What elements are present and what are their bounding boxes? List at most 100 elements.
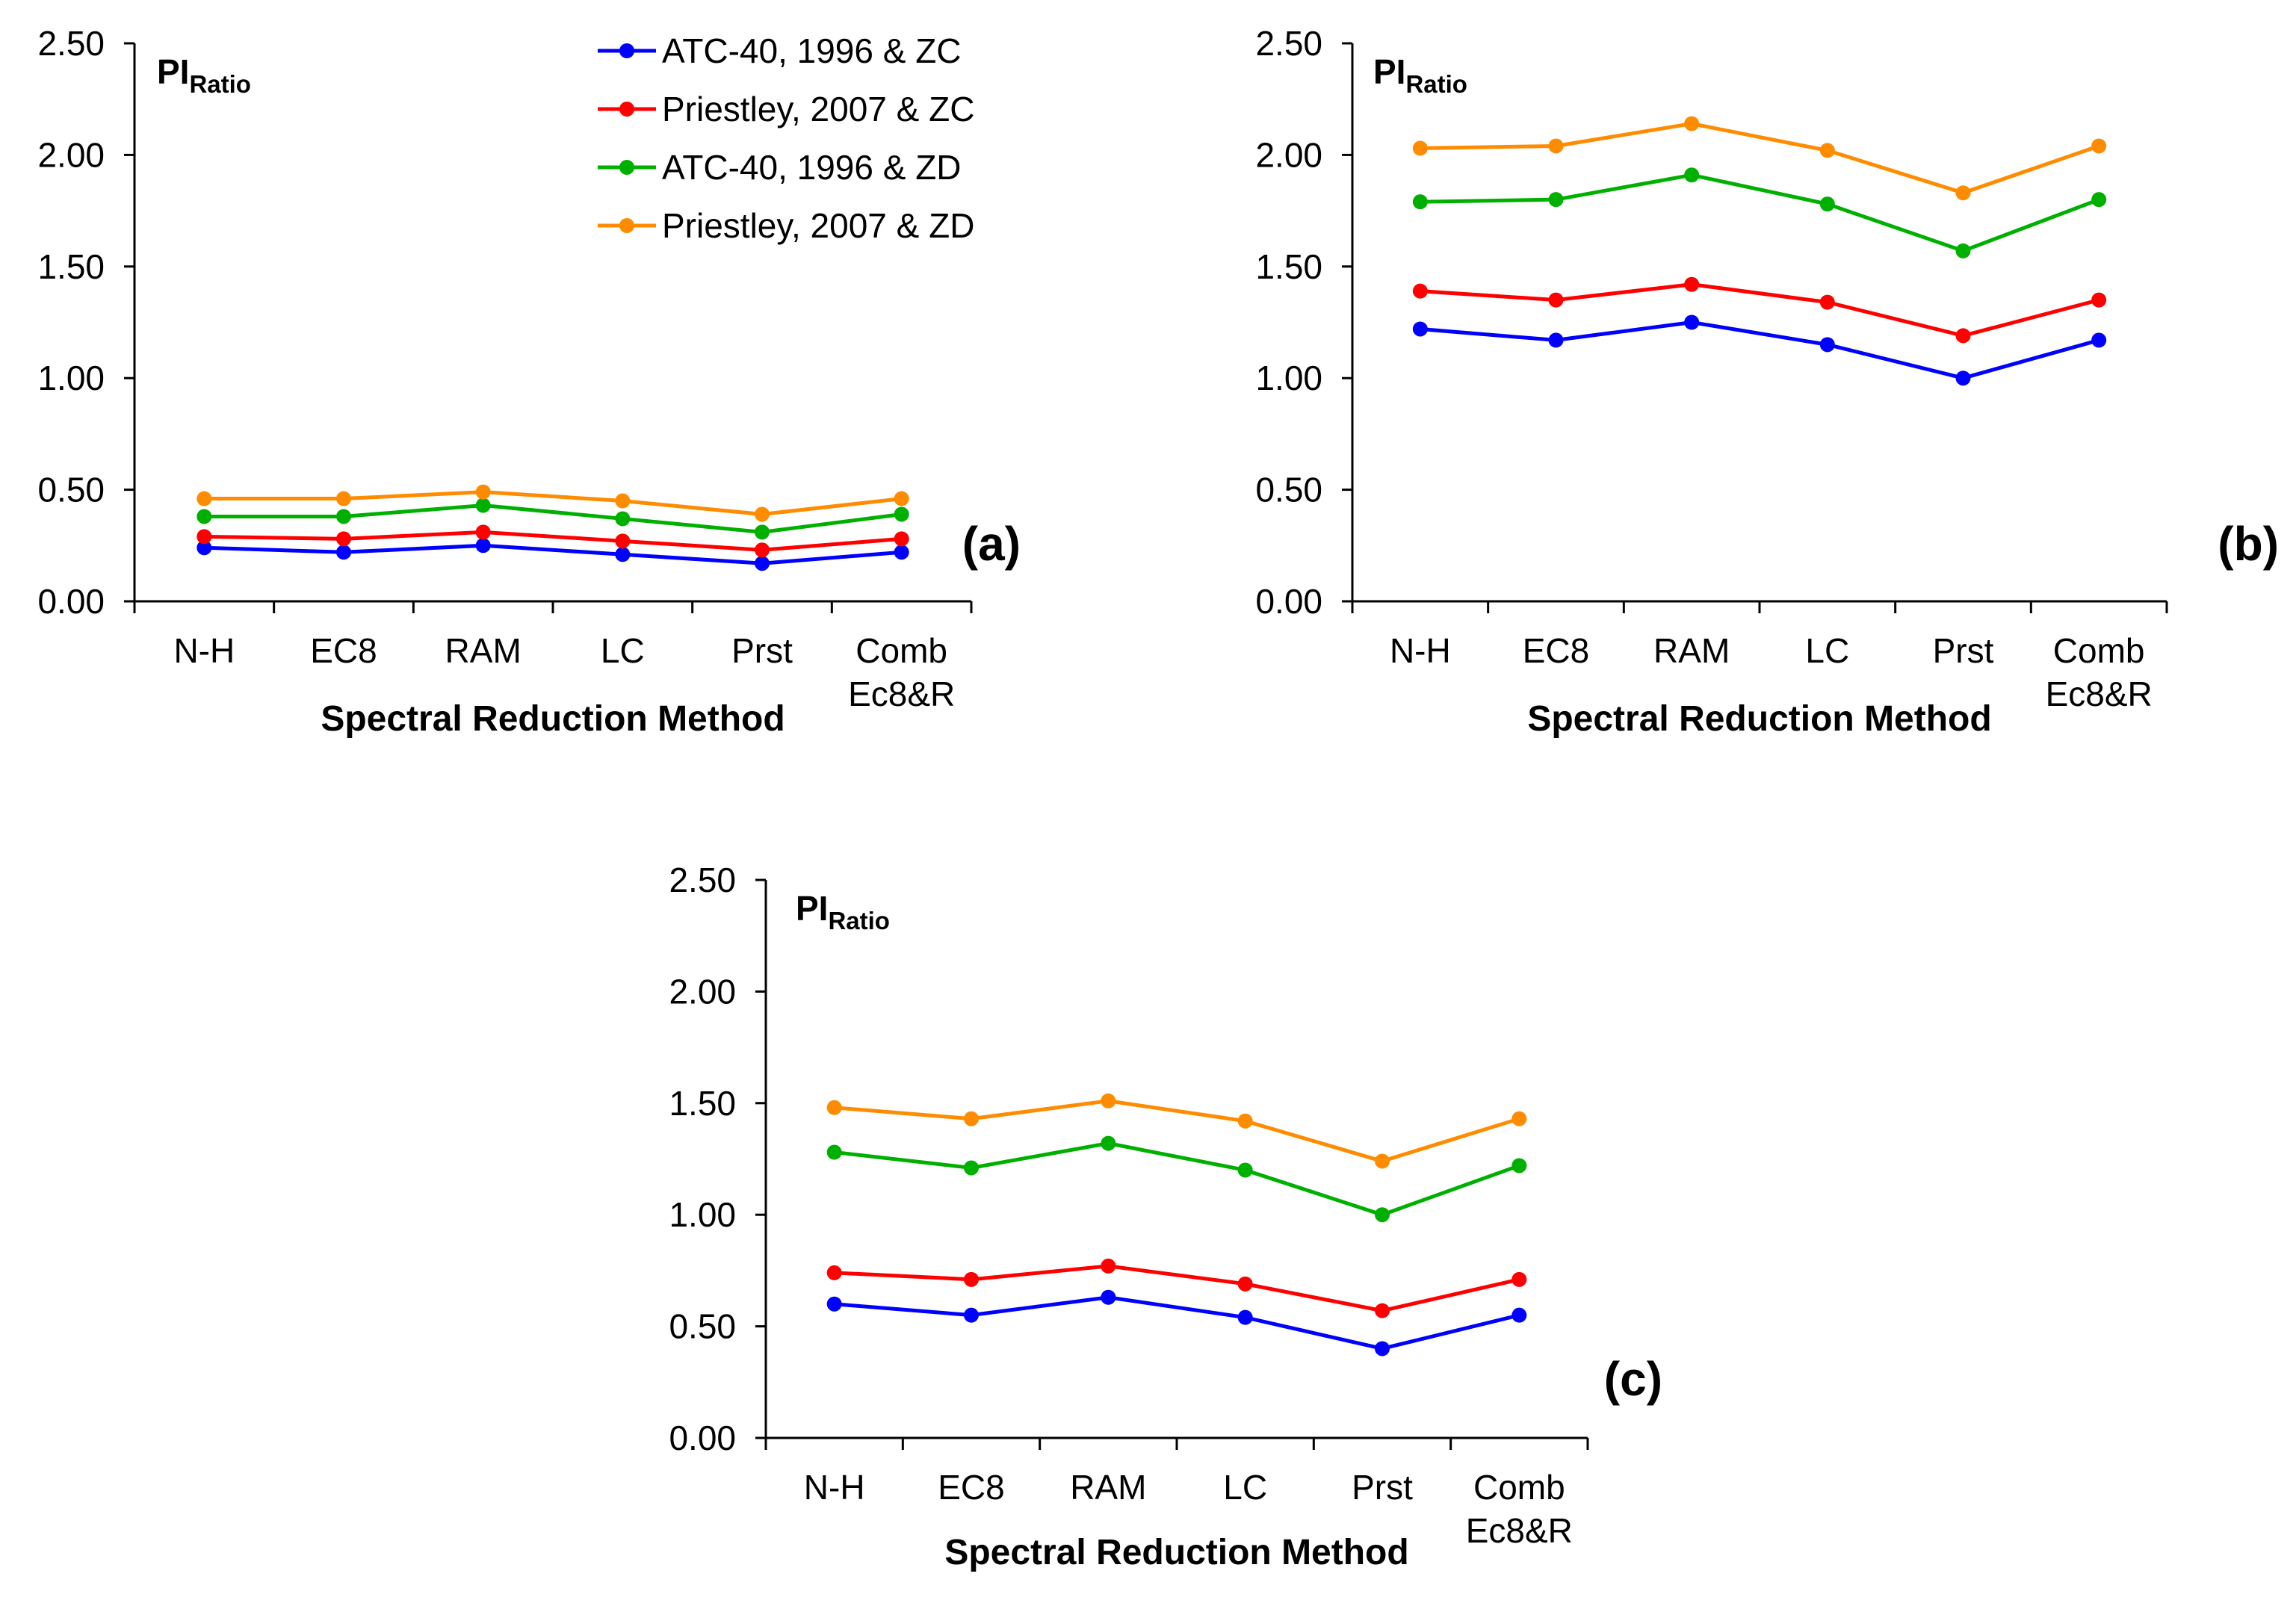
data-point (1955, 328, 1971, 344)
legend-swatch-marker (619, 160, 634, 175)
data-point (755, 542, 770, 558)
data-point (475, 484, 491, 500)
data-point (1237, 1113, 1253, 1129)
y-tick-label: 1.00 (37, 359, 105, 397)
data-point (1237, 1309, 1253, 1325)
data-point (1101, 1135, 1116, 1151)
data-point (1412, 321, 1428, 337)
chart-panel-2: 0.00 0.50 1.00 1.50 2.00 2.50 N-H EC8 RAM LC Prst C… (1255, 24, 2279, 739)
data-point (1375, 1341, 1390, 1357)
series-line (1420, 173, 2100, 253)
data-point (1684, 276, 1700, 292)
data-point (1101, 1289, 1116, 1305)
x-axis-label: Spectral Reduction Method (321, 699, 785, 739)
x-tick-label: Comb (2053, 631, 2145, 670)
x-tick-label: EC8 (938, 1468, 1004, 1507)
data-point (2091, 192, 2107, 208)
x-tick-label: LC (601, 631, 645, 670)
y-tick-label: 0.00 (1255, 582, 1322, 621)
x-tick-label: Prst (731, 631, 793, 670)
y-axis-label: PIRatio (1373, 52, 1467, 98)
panel-label: (b) (2218, 517, 2279, 571)
legend-label: Priestley, 2007 & ZD (662, 206, 974, 245)
y-tick-label: 0.50 (37, 471, 105, 509)
x-tick-label: RAM (1653, 631, 1730, 670)
x-tick-label: EC8 (1523, 631, 1589, 670)
y-tick-label: 2.50 (37, 24, 105, 63)
legend-label: Priestley, 2007 & ZC (662, 90, 974, 128)
y-tick-label: 1.50 (37, 247, 105, 286)
data-point (1375, 1153, 1390, 1169)
data-point (615, 547, 631, 562)
x-axis-label: Spectral Reduction Method (944, 1533, 1408, 1572)
y-tick-label: 1.50 (669, 1084, 736, 1123)
data-point (197, 540, 212, 556)
data-point (1548, 332, 1564, 348)
data-point (755, 524, 770, 540)
data-point (1955, 185, 1971, 201)
data-point (1819, 337, 1835, 353)
x-tick-label: EC8 (310, 631, 377, 670)
x-axis-label: Spectral Reduction Method (1527, 699, 1991, 739)
series-line (1420, 122, 2099, 195)
panel-label: (c) (1604, 1352, 1662, 1406)
series-line (204, 490, 902, 516)
y-tick-label: 2.00 (669, 972, 736, 1011)
data-point (826, 1144, 842, 1160)
x-tick-label: Ec8&R (848, 675, 955, 713)
x-tick-label: LC (1223, 1468, 1267, 1507)
data-point (336, 545, 351, 560)
data-point (1955, 243, 1971, 258)
data-point (1548, 192, 1564, 208)
x-tick-label: LC (1805, 631, 1849, 670)
data-point (1237, 1276, 1253, 1292)
data-point (826, 1265, 842, 1280)
series-line (834, 1099, 1520, 1164)
data-point (826, 1100, 842, 1115)
data-point (894, 506, 909, 522)
data-point (964, 1307, 979, 1323)
data-point (894, 531, 909, 547)
x-tick-label: N-H (804, 1468, 865, 1507)
data-point (1101, 1258, 1116, 1274)
series-line (204, 503, 902, 534)
x-tick-label: RAM (445, 631, 522, 670)
data-point (336, 491, 351, 506)
data-point (615, 511, 631, 527)
data-point (894, 545, 909, 560)
legend-swatch-marker (619, 102, 634, 117)
x-tick-label: Comb (1473, 1468, 1565, 1507)
data-point (1375, 1207, 1390, 1223)
y-axis-label: PIRatio (796, 889, 890, 934)
data-point (1375, 1303, 1390, 1318)
data-point (2091, 138, 2107, 154)
data-point (1955, 371, 1971, 386)
data-point (1511, 1111, 1527, 1126)
data-point (475, 497, 491, 513)
data-point (336, 509, 351, 524)
series-line (834, 1264, 1520, 1313)
y-tick-label: 2.50 (669, 861, 736, 899)
data-point (475, 538, 491, 554)
y-tick-label: 0.00 (669, 1419, 736, 1457)
legend-label: ATC-40, 1996 & ZC (662, 31, 962, 70)
data-point (615, 493, 631, 509)
x-tick-label: N-H (1390, 631, 1451, 670)
y-tick-label: 2.50 (1255, 24, 1322, 63)
data-point (197, 529, 212, 545)
data-point (1412, 283, 1428, 299)
x-tick-label: Prst (1352, 1468, 1413, 1507)
data-point (964, 1271, 979, 1287)
data-point (615, 533, 631, 549)
legend: ATC-40, 1996 & ZC Priestley, 2007 & ZC ATC… (598, 31, 974, 245)
series-line (834, 1141, 1520, 1217)
chart-panel-1: 0.00 0.50 1.00 1.50 2.00 2.50 N-H EC8 RAM LC Prst C… (37, 24, 1021, 739)
data-point (755, 556, 770, 571)
data-point (1237, 1162, 1253, 1178)
legend-swatch-marker (619, 218, 634, 233)
data-point (1819, 294, 1835, 310)
series-line (834, 1295, 1520, 1351)
x-tick-label: Ec8&R (2046, 675, 2153, 713)
data-point (964, 1160, 979, 1176)
y-tick-label: 2.00 (1255, 135, 1322, 174)
